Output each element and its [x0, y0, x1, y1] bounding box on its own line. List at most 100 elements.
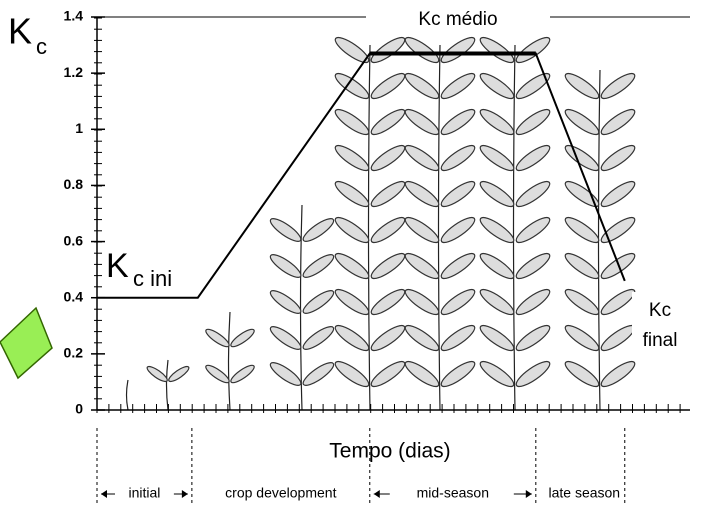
plant-leaf — [230, 328, 255, 348]
plant-leaf — [370, 180, 406, 208]
plant-leaf — [370, 144, 406, 172]
plant-leaf — [334, 252, 370, 280]
plant-leaf — [302, 290, 335, 314]
x-axis-label: Tempo (dias) — [329, 440, 450, 463]
kc-final-label: final — [643, 330, 678, 351]
plant-leaf — [440, 324, 476, 352]
plant-leaf — [334, 108, 370, 136]
plant-leaf — [370, 288, 406, 316]
plant-leaf — [479, 288, 515, 316]
plant-leaf — [440, 72, 476, 100]
plant-leaf — [404, 216, 440, 244]
plant-leaf — [334, 144, 370, 172]
plant-leaf — [600, 180, 636, 208]
plant-leaf — [564, 216, 600, 244]
stage-arrowhead — [181, 490, 188, 498]
y-tick-label: 0.4 — [64, 288, 84, 304]
plant-leaf — [479, 144, 515, 172]
plant-leaf — [334, 324, 370, 352]
plant-stem — [227, 311, 231, 411]
plant-leaf — [334, 72, 370, 100]
plant-leaf — [515, 216, 551, 244]
plant-leaf — [515, 144, 551, 172]
plant-leaf — [146, 365, 168, 383]
y-tick-label: 0.2 — [64, 345, 84, 361]
plant-leaf — [440, 252, 476, 280]
plant-leaf — [515, 252, 551, 280]
plant-leaf — [600, 288, 636, 316]
plant-leaf — [269, 290, 302, 314]
plant-leaf — [600, 216, 636, 244]
plant-leaf — [302, 254, 335, 278]
plant-leaf — [440, 144, 476, 172]
plant-leaf — [479, 36, 515, 64]
plant-leaf — [479, 360, 515, 388]
kc-mid-label: Kc médio — [418, 9, 497, 30]
plant-leaf — [600, 108, 636, 136]
plant-stem — [165, 359, 169, 411]
plant-stem — [512, 44, 516, 411]
plant-leaf — [370, 36, 406, 64]
plant-leaf — [440, 360, 476, 388]
plant-leaf — [479, 180, 515, 208]
plant-stem — [299, 204, 303, 411]
plant-stem — [437, 44, 441, 411]
stage-label: mid-season — [417, 485, 489, 501]
plant-leaf — [479, 324, 515, 352]
plant-leaf — [370, 252, 406, 280]
kc-final-label: Kc — [649, 300, 671, 321]
plant-leaf — [334, 216, 370, 244]
green-arrow — [0, 306, 53, 380]
y-label-main: K — [8, 11, 32, 52]
plant-leaf — [230, 364, 255, 384]
plant-leaf — [334, 180, 370, 208]
plant-leaf — [269, 254, 302, 278]
stage-label: initial — [128, 485, 160, 501]
plant-leaf — [370, 360, 406, 388]
y-tick-label: 0.8 — [64, 176, 84, 192]
stage-arrowhead — [373, 490, 380, 498]
plant-leaf — [440, 180, 476, 208]
y-tick-label: 1.4 — [64, 8, 84, 24]
plant-leaf — [600, 324, 636, 352]
plant-leaf — [205, 328, 230, 348]
plant-leaf — [600, 72, 636, 100]
plant-stem — [125, 379, 129, 411]
plant-leaf — [404, 108, 440, 136]
plant-leaf — [564, 324, 600, 352]
plant-leaf — [440, 288, 476, 316]
plant-leaf — [370, 216, 406, 244]
y-tick-label: 0 — [75, 401, 83, 417]
plant-leaf — [370, 72, 406, 100]
plant-leaf — [564, 108, 600, 136]
plant-leaf — [404, 72, 440, 100]
plant-leaf — [440, 36, 476, 64]
plant-leaf — [600, 144, 636, 172]
plant-leaf — [515, 72, 551, 100]
kc-ini-sub: c ini — [133, 266, 172, 291]
plant-leaf — [168, 365, 190, 383]
plant-leaf — [515, 108, 551, 136]
plant-leaf — [404, 252, 440, 280]
y-tick-label: 0.6 — [64, 232, 84, 248]
plant-leaf — [564, 360, 600, 388]
stage-arrowhead — [525, 490, 532, 498]
plant-leaf — [205, 364, 230, 384]
plant-leaf — [404, 180, 440, 208]
plant-leaf — [302, 326, 335, 350]
plant-leaf — [515, 180, 551, 208]
plant-leaf — [269, 218, 302, 242]
plant-leaf — [564, 288, 600, 316]
plant-leaf — [404, 324, 440, 352]
plant-leaf — [404, 144, 440, 172]
stage-arrowhead — [101, 490, 107, 498]
plant-leaf — [269, 362, 302, 386]
plant-leaf — [479, 108, 515, 136]
y-tick-label: 1 — [75, 120, 83, 136]
plant-leaf — [600, 360, 636, 388]
plant-leaf — [302, 362, 335, 386]
plant-leaf — [515, 324, 551, 352]
plant-leaf — [515, 288, 551, 316]
plant-illustrations — [125, 36, 636, 411]
stage-label: crop development — [225, 485, 336, 501]
